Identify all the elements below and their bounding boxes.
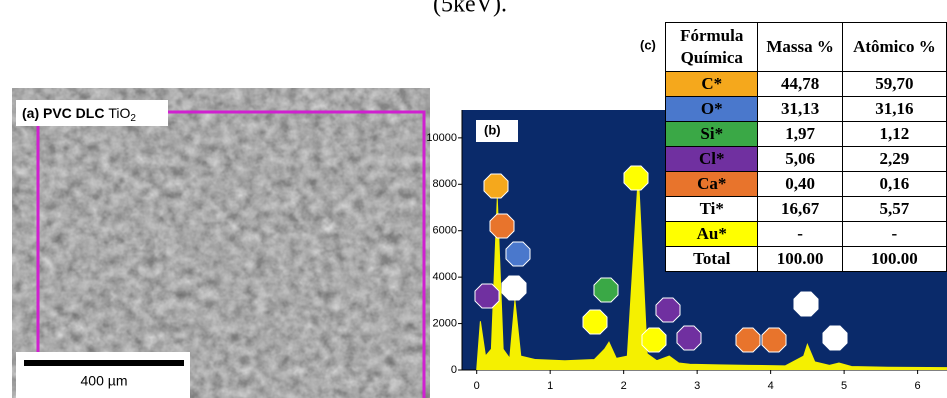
table-cell: C* [664, 71, 759, 97]
y-tick-label: 2000 [433, 317, 457, 329]
element-marker [474, 283, 500, 309]
header-cell: Fórmula Química [664, 22, 759, 72]
element-marker [761, 327, 787, 353]
sem-texture [12, 88, 430, 398]
table-cell: - [757, 221, 843, 247]
table-cell: 0,40 [757, 171, 843, 197]
x-tick-label: 0 [474, 380, 480, 392]
caption-fragment: (5keV). [433, 0, 507, 18]
y-tick-label: 4000 [433, 271, 457, 283]
table-cell: 5,06 [757, 146, 843, 172]
table-cell: Au* [664, 221, 759, 247]
scale-bar-box [16, 352, 190, 398]
x-tick-label: 2 [621, 380, 627, 392]
y-tick-label: 0 [451, 364, 457, 376]
element-marker [483, 173, 509, 199]
table-cell: 59,70 [841, 71, 947, 97]
y-tick-label: 10000 [426, 132, 457, 144]
table-row: Si* 1,97 1,12 [664, 121, 947, 147]
table-cell: 16,67 [757, 196, 843, 222]
selection-box [36, 110, 426, 398]
header-row: Fórmula Química Massa % Atômico % [664, 22, 947, 72]
panel-a-label-text: (a) PVC DLC [22, 105, 104, 121]
element-marker [623, 165, 649, 191]
element-marker [641, 327, 667, 353]
element-marker [655, 297, 681, 323]
element-marker [489, 213, 515, 239]
x-tick-label: 4 [768, 380, 774, 392]
table-cell: Ti* [664, 196, 759, 222]
table-cell: 1,12 [841, 121, 947, 147]
table-cell: 31,13 [757, 96, 843, 122]
table-cell: 31,16 [841, 96, 947, 122]
table-cell: Cl* [664, 146, 759, 172]
table-row: Au* - - [664, 221, 947, 247]
header-cell: Atômico % [841, 22, 947, 72]
table-cell: 2,29 [841, 146, 947, 172]
element-marker [676, 325, 702, 351]
panel-b-label-box [476, 120, 518, 142]
element-marker [735, 327, 761, 353]
spectrum: 0 2000 4000 6000 8000 10000 0 1 2 3 4 5 6 [426, 110, 947, 392]
x-tick-label: 6 [915, 380, 921, 392]
composition-table: Fórmula Química Massa % Atômico % C* 44,78 59… [664, 22, 947, 272]
panel-a-subscript: 2 [130, 113, 136, 124]
x-tick-label: 5 [841, 380, 847, 392]
table-cell: Total [664, 246, 759, 272]
y-tick-label: 8000 [433, 178, 457, 190]
table-row: C* 44,78 59,70 [664, 71, 947, 97]
scale-bar [24, 360, 184, 366]
table-cell: 1,97 [757, 121, 843, 147]
table-row: O* 31,13 31,16 [664, 96, 947, 122]
table-row: Ti* 16,67 5,57 [664, 196, 947, 222]
table-cell: 44,78 [757, 71, 843, 97]
element-marker [793, 291, 819, 317]
table-row: Cl* 5,06 2,29 [664, 146, 947, 172]
table-cell: 0,16 [841, 171, 947, 197]
table-cell: Si* [664, 121, 759, 147]
table-cell: Ca* [664, 171, 759, 197]
element-marker [501, 275, 527, 301]
table-cell: 100.00 [841, 246, 947, 272]
panel-a-label-box [16, 100, 168, 126]
element-marker [582, 309, 608, 335]
header-cell: Massa % [757, 22, 843, 72]
scale-bar-label: 400 µm [81, 373, 128, 389]
element-marker [822, 325, 848, 351]
table-row: Ca* 0,40 0,16 [664, 171, 947, 197]
panel-b-label: (b) [484, 122, 501, 137]
x-tick-label: 1 [547, 380, 553, 392]
panel-a-label: (a) PVC DLC TiO2 [22, 105, 136, 124]
x-tick-label: 3 [694, 380, 700, 392]
element-marker [505, 241, 531, 267]
table-cell: 5,57 [841, 196, 947, 222]
table-cell: 100.00 [757, 246, 843, 272]
table-cell: - [841, 221, 947, 247]
element-marker [593, 277, 619, 303]
table-row: Total 100.00 100.00 [664, 246, 947, 272]
panel-a-material: TiO [108, 105, 130, 121]
table-cell: O* [664, 96, 759, 122]
panel-c-label: (c) [640, 37, 656, 52]
y-tick-label: 6000 [433, 225, 457, 237]
